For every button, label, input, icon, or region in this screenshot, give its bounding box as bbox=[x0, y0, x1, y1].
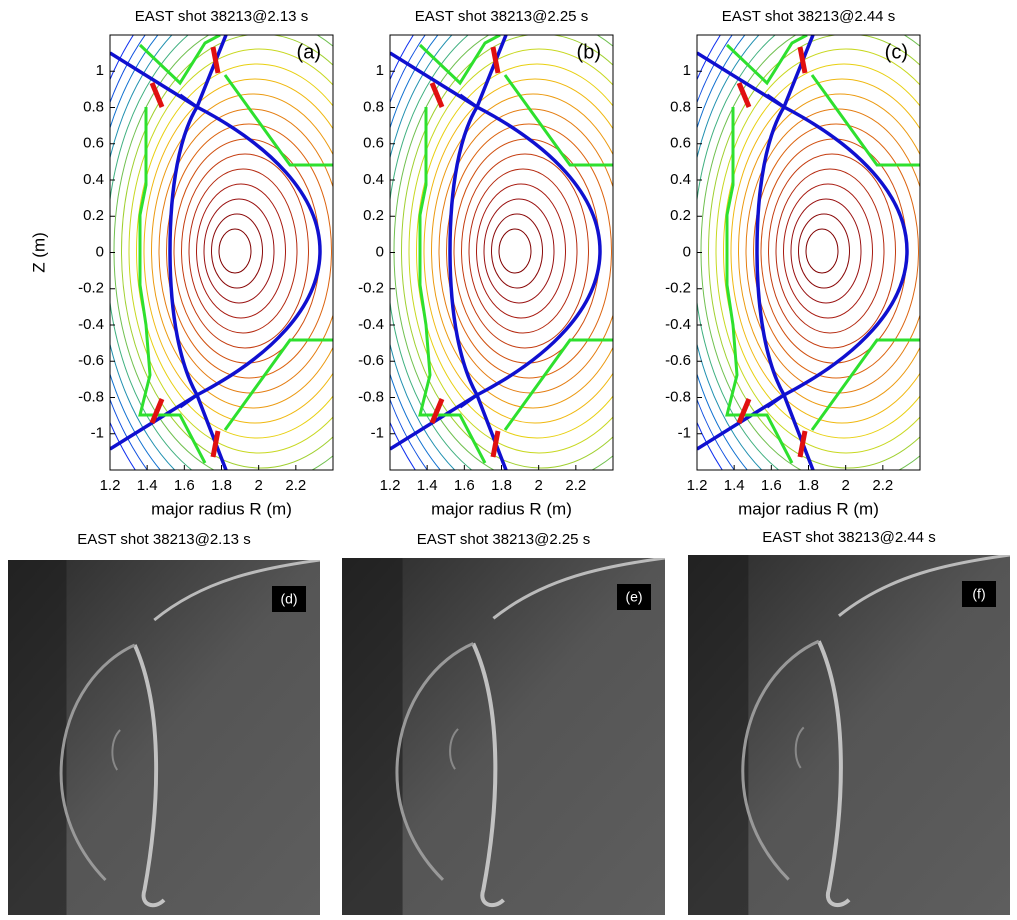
y-tick-label: -0.4 bbox=[665, 316, 691, 333]
y-tick-label: 1 bbox=[376, 62, 384, 79]
panel-label: (f) bbox=[972, 586, 985, 602]
x-tick-label: 2.2 bbox=[565, 477, 586, 494]
x-tick-label: 2.2 bbox=[872, 477, 893, 494]
label-box bbox=[962, 581, 996, 607]
y-tick-label: -0.2 bbox=[358, 280, 384, 297]
x-axis-label: major radius R (m) bbox=[738, 499, 879, 518]
x-tick-label: 2.2 bbox=[285, 477, 306, 494]
x-axis-label: major radius R (m) bbox=[431, 499, 572, 518]
y-tick-label: 0.2 bbox=[363, 207, 384, 224]
camera-panel: EAST shot 38213@2.25 s (e) bbox=[342, 531, 665, 915]
y-tick-label: 0.4 bbox=[363, 171, 384, 188]
x-tick-label: 1.8 bbox=[211, 477, 232, 494]
x-tick-label: 1.8 bbox=[798, 477, 819, 494]
y-tick-label: 0.8 bbox=[670, 98, 691, 115]
label-box bbox=[617, 584, 651, 610]
panel-label: (c) bbox=[885, 41, 908, 63]
panel: EAST shot 38213@2.13 s (a) major radius R … bbox=[29, 8, 334, 518]
x-tick-label: 1.2 bbox=[687, 477, 708, 494]
y-tick-label: 0.4 bbox=[670, 171, 691, 188]
x-tick-label: 1.6 bbox=[761, 477, 782, 494]
x-tick-label: 1.2 bbox=[380, 477, 401, 494]
panel-title: EAST shot 38213@2.44 s bbox=[722, 8, 895, 25]
y-tick-label: 0.6 bbox=[670, 135, 691, 152]
y-tick-label: -0.2 bbox=[78, 280, 104, 297]
panel-title: EAST shot 38213@2.13 s bbox=[77, 531, 250, 548]
x-tick-label: 1.6 bbox=[174, 477, 195, 494]
panel-label: (d) bbox=[280, 591, 297, 607]
y-tick-label: 0.4 bbox=[83, 171, 104, 188]
camera-panel: EAST shot 38213@2.44 s (f) bbox=[688, 529, 1010, 915]
y-tick-label: -0.6 bbox=[665, 352, 691, 369]
panel-title: EAST shot 38213@2.25 s bbox=[417, 531, 590, 548]
y-tick-label: -1 bbox=[91, 425, 104, 442]
y-tick-label: -0.8 bbox=[665, 388, 691, 405]
x-tick-label: 1.4 bbox=[417, 477, 438, 494]
y-tick-label: 0.8 bbox=[83, 98, 104, 115]
panel-title: EAST shot 38213@2.44 s bbox=[762, 529, 935, 546]
y-tick-label: -0.6 bbox=[78, 352, 104, 369]
camera-image bbox=[8, 560, 320, 915]
y-tick-label: -0.4 bbox=[78, 316, 104, 333]
y-tick-label: -1 bbox=[678, 425, 691, 442]
y-tick-label: -0.4 bbox=[358, 316, 384, 333]
x-tick-label: 2 bbox=[841, 477, 849, 494]
camera-image bbox=[688, 555, 1010, 915]
y-tick-label: 0.2 bbox=[83, 207, 104, 224]
x-tick-label: 1.6 bbox=[454, 477, 475, 494]
x-tick-label: 1.2 bbox=[100, 477, 121, 494]
camera-image bbox=[342, 558, 665, 915]
x-tick-label: 1.4 bbox=[137, 477, 158, 494]
x-tick-label: 1.4 bbox=[724, 477, 745, 494]
x-tick-label: 2 bbox=[534, 477, 542, 494]
y-tick-label: 0 bbox=[96, 243, 104, 260]
y-tick-label: 0 bbox=[683, 243, 691, 260]
y-tick-label: 0.6 bbox=[83, 135, 104, 152]
y-tick-label: -0.2 bbox=[665, 280, 691, 297]
panel: EAST shot 38213@2.25 s (b) major radius R … bbox=[358, 8, 614, 518]
label-box bbox=[272, 586, 306, 612]
panel-label: (a) bbox=[297, 41, 321, 63]
equilibrium-map bbox=[664, 0, 1017, 558]
y-tick-label: 0.8 bbox=[363, 98, 384, 115]
y-tick-label: 0 bbox=[376, 243, 384, 260]
y-tick-label: 1 bbox=[683, 62, 691, 79]
panel: EAST shot 38213@2.44 s (c) major radius R … bbox=[664, 0, 1017, 558]
y-tick-label: 1 bbox=[96, 62, 104, 79]
y-tick-label: 0.6 bbox=[363, 135, 384, 152]
panel-title: EAST shot 38213@2.25 s bbox=[415, 8, 588, 25]
x-tick-label: 1.8 bbox=[491, 477, 512, 494]
panel-label: (b) bbox=[577, 41, 601, 63]
y-tick-label: -0.8 bbox=[358, 388, 384, 405]
y-tick-label: 0.2 bbox=[670, 207, 691, 224]
panel-label: (e) bbox=[625, 589, 642, 605]
x-tick-label: 2 bbox=[254, 477, 262, 494]
y-tick-label: -0.8 bbox=[78, 388, 104, 405]
x-axis-label: major radius R (m) bbox=[151, 499, 292, 518]
camera-panel: EAST shot 38213@2.13 s (d) bbox=[8, 531, 320, 915]
y-tick-label: -1 bbox=[371, 425, 384, 442]
panel-title: EAST shot 38213@2.13 s bbox=[135, 8, 308, 25]
y-tick-label: -0.6 bbox=[358, 352, 384, 369]
y-axis-label: Z (m) bbox=[29, 232, 48, 273]
